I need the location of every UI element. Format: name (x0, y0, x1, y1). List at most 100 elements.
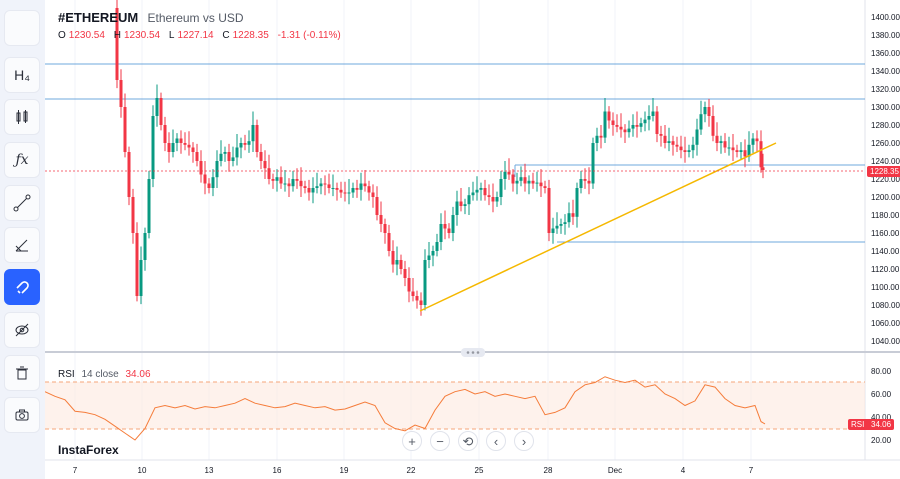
candle-body (143, 233, 147, 260)
time-tick-label: 4 (681, 466, 686, 475)
candle-body (511, 174, 515, 184)
candle-body (163, 125, 167, 143)
candle-body (515, 180, 519, 184)
price-tick-label: 1180.00 (871, 211, 900, 220)
candle-body (599, 135, 603, 138)
candle-body (735, 150, 739, 152)
trend-line[interactable] (419, 142, 777, 312)
price-tick-label: 1320.00 (871, 85, 900, 94)
candle-body (123, 107, 127, 152)
candle-body (655, 111, 659, 134)
chart-area[interactable]: 1400.00 1380.00 1360.00 1340.00 1320.00 1300.… (45, 0, 900, 479)
candle-body (615, 125, 619, 127)
candle-body (303, 186, 307, 188)
candle-body (359, 183, 363, 190)
candle-body (623, 129, 627, 133)
chart-type-button[interactable] (4, 99, 40, 135)
rsi-axis[interactable]: 80.00 60.00 40.00 20.00 (871, 367, 892, 445)
candle-body (519, 177, 523, 181)
close-label: C (222, 30, 230, 41)
candle-body (671, 141, 675, 145)
candle-body (455, 201, 459, 215)
indicators-button[interactable]: ƒx (4, 142, 40, 178)
price-tick-label: 1280.00 (871, 121, 900, 130)
candle-body (367, 186, 371, 193)
candle-body (483, 188, 487, 196)
candle-body (215, 161, 219, 178)
price-chart[interactable]: 1400.001380.001360.001340.001320.001300.… (45, 0, 900, 479)
trendline-icon (13, 194, 31, 212)
candle-body (659, 134, 663, 136)
snapshot-button[interactable] (4, 397, 40, 433)
time-tick-label: 22 (407, 466, 416, 475)
fib-button[interactable] (4, 227, 40, 263)
time-tick-label: 16 (273, 466, 282, 475)
remove-drawings-button[interactable] (4, 355, 40, 391)
candle-body (679, 146, 683, 151)
candle-body (711, 116, 715, 136)
candle-body (327, 184, 331, 188)
reset-chart-button[interactable]: ⟲ (458, 431, 478, 451)
hide-drawings-button[interactable] (4, 312, 40, 348)
close-value: 1228.35 (232, 30, 269, 41)
low-label: L (168, 30, 175, 41)
candle-body (567, 213, 571, 223)
rsi-value-tag: RSI 34.06 (848, 419, 895, 430)
timeframe-button[interactable]: H₄ (4, 57, 40, 93)
magnet-button[interactable] (4, 269, 40, 305)
time-axis[interactable]: 7 10 13 16 19 22 25 28 Dec 4 7 (73, 466, 754, 475)
candle-body (331, 188, 335, 189)
camera-icon (15, 409, 29, 421)
candle-body (231, 157, 235, 161)
toolbar-blank-button[interactable] (4, 10, 40, 46)
price-tick-label: 1240.00 (871, 157, 900, 166)
trendline-button[interactable] (4, 185, 40, 221)
candle-body (291, 179, 295, 187)
scroll-left-button[interactable]: ‹ (486, 431, 506, 451)
candle-body (431, 251, 435, 256)
candle-body (219, 153, 223, 161)
price-axis[interactable]: 1400.00 1380.00 1360.00 1340.00 1320.00 1300.… (871, 13, 900, 346)
candle-body (251, 125, 255, 142)
horizontal-levels[interactable] (45, 63, 865, 243)
candle-body (683, 150, 687, 152)
rsi-length: 14 (81, 369, 93, 380)
price-tick-label: 1340.00 (871, 67, 900, 76)
candle-body (191, 147, 195, 152)
candle-body (423, 260, 427, 305)
rsi-legend[interactable]: RSI 14 close 34.06 (58, 369, 151, 380)
candle-body (447, 228, 451, 233)
candle-body (223, 152, 227, 154)
time-tick-label: 7 (749, 466, 754, 475)
candle-body (591, 143, 595, 184)
ohlc-readout: O 1230.54 H 1230.54 L 1227.14 C 1228.35 -1.3… (58, 30, 347, 41)
zoom-out-button[interactable]: − (430, 431, 450, 451)
time-tick-label: 28 (544, 466, 553, 475)
candle-body (419, 300, 423, 305)
candle-body (751, 138, 755, 145)
pane-drag-handle[interactable] (461, 348, 485, 357)
candle-body (663, 135, 667, 143)
candle-body (731, 147, 735, 151)
eye-off-icon (15, 323, 29, 337)
candle-body (383, 224, 387, 233)
rsi-value: 34.06 (125, 369, 151, 380)
candle-body (279, 177, 283, 184)
price-tick-label: 1040.00 (871, 337, 900, 346)
candle-body (667, 141, 671, 143)
symbol-legend[interactable]: #ETHEREUM Ethereum vs USD (58, 10, 244, 26)
price-tick-label: 1200.00 (871, 193, 900, 202)
zoom-in-button[interactable]: + (402, 431, 422, 451)
price-tick-label: 1220.00 (871, 175, 900, 184)
candle-body (147, 179, 151, 233)
price-tick-label: 1380.00 (871, 31, 900, 40)
price-tick-label: 1400.00 (871, 13, 900, 22)
candle-body (583, 179, 587, 181)
rsi-tick-label: 40.00 (871, 413, 892, 422)
symbol-title[interactable]: #ETHEREUM (58, 10, 139, 25)
candle-body (759, 141, 763, 168)
time-tick-label: 13 (205, 466, 214, 475)
candle-body (179, 138, 183, 143)
candle-body (375, 197, 379, 215)
scroll-right-button[interactable]: › (514, 431, 534, 451)
